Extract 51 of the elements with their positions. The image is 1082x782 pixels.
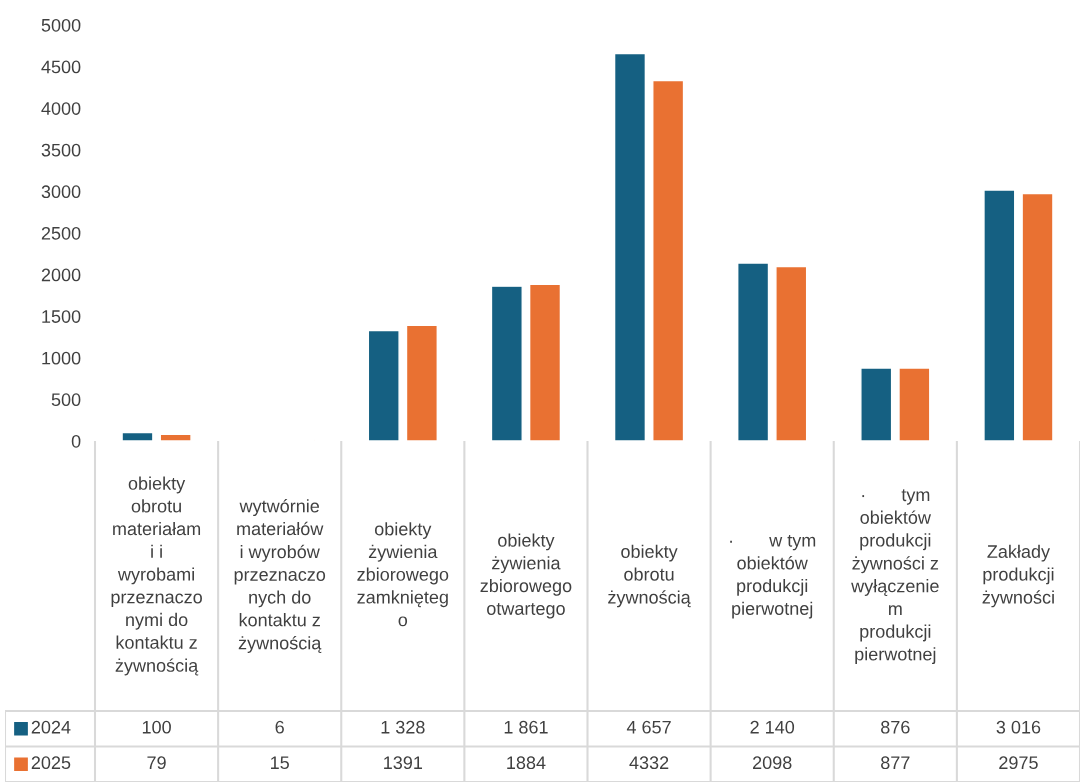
bar <box>1021 192 1054 441</box>
x-tick-label: Zakłady produkcji żywności <box>982 544 1054 608</box>
data-label: 1391 <box>384 756 423 770</box>
data-label: 6 <box>275 720 284 734</box>
y-tick-label: 2500 <box>41 226 81 240</box>
bar <box>121 431 154 441</box>
x-tick-label: obiekty obrotu żywnością <box>608 544 691 608</box>
bar <box>405 324 438 441</box>
data-label: 876 <box>881 720 910 734</box>
data-label: 15 <box>271 756 289 770</box>
data-label: 4332 <box>629 756 669 770</box>
bar <box>898 367 931 441</box>
y-tick-label: 4000 <box>41 102 81 115</box>
data-label: 2098 <box>753 756 792 770</box>
legend-label: 2024 <box>31 720 71 734</box>
y-tick-label: 1500 <box>42 310 81 323</box>
data-label: 2 140 <box>750 720 795 734</box>
bar <box>860 367 893 441</box>
x-tick-label: · w tym obiektów produkcji pierwotnej <box>730 534 816 619</box>
y-tick-label: 3500 <box>41 143 81 157</box>
bar <box>737 262 770 441</box>
data-label: 1884 <box>507 756 546 770</box>
y-tick-label: 5000 <box>41 18 81 32</box>
bar <box>652 79 685 441</box>
data-label: 877 <box>881 756 910 770</box>
data-label: 2975 <box>999 756 1038 770</box>
data-label: 100 <box>142 720 171 734</box>
legend-label: 2025 <box>31 756 71 770</box>
y-tick-label: 1000 <box>42 351 81 365</box>
data-label: 79 <box>147 756 166 770</box>
y-tick-label: 0 <box>71 434 81 448</box>
bar <box>775 265 808 441</box>
bar <box>490 285 523 441</box>
y-tick-label: 3000 <box>41 185 81 199</box>
x-tick-label: obiekty żywienia zbiorowego zamknięteg o <box>357 522 449 627</box>
category-label: obiekty obrotu materiałam i i wyrobami przeznaczo nymi do kontaktu z żywnością <box>111 476 202 676</box>
data-label: 1 328 <box>381 720 425 734</box>
x-tick-label: obiekty żywienia zbiorowego otwartego <box>480 533 572 619</box>
bar <box>528 283 562 441</box>
data-label: 3 016 <box>996 720 1041 734</box>
bar <box>613 52 647 441</box>
bar <box>159 433 192 441</box>
y-tick-label: 4500 <box>41 60 81 74</box>
bar <box>983 189 1016 441</box>
x-tick-label: wytwórnie materiałów i wyrobów przeznaczo nych do kontaktu z żywnością <box>234 499 326 653</box>
x-tick-label: · tym obiektów produkcji żywności z wyłączenie m produkcji pierwotnej <box>851 489 939 665</box>
data-label: 1 861 <box>504 720 548 734</box>
data-label: 4 657 <box>626 720 671 734</box>
y-tick-label: 500 <box>51 393 81 407</box>
bar <box>367 329 400 441</box>
y-tick-label: 2000 <box>41 268 81 282</box>
